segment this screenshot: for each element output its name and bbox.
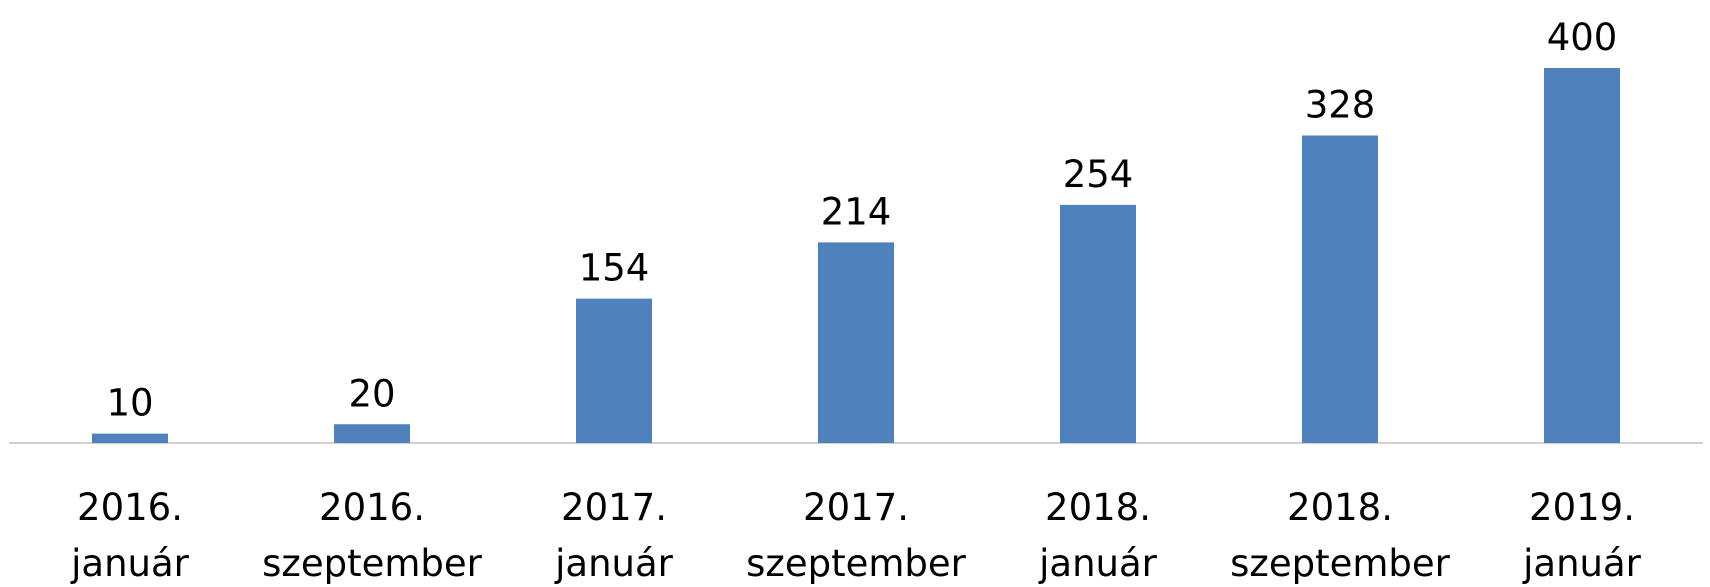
data-label: 20 bbox=[348, 372, 395, 415]
x-tick-label: 2019. január bbox=[1522, 486, 1642, 585]
bar bbox=[818, 242, 894, 443]
data-label: 254 bbox=[1063, 153, 1134, 196]
data-label: 10 bbox=[106, 382, 153, 425]
x-tick-label: 2016. január bbox=[70, 486, 190, 585]
x-tick-label: 2018. január bbox=[1038, 486, 1158, 585]
data-label: 214 bbox=[821, 190, 892, 233]
bar bbox=[92, 433, 168, 443]
x-tick-label: 2017. szeptember bbox=[746, 486, 967, 585]
data-label: 154 bbox=[579, 247, 650, 290]
bar bbox=[334, 424, 410, 443]
bar bbox=[576, 298, 652, 443]
bar bbox=[1302, 135, 1378, 443]
bar bbox=[1060, 204, 1136, 443]
bar bbox=[1544, 68, 1620, 443]
data-label: 328 bbox=[1305, 84, 1376, 127]
data-label: 400 bbox=[1547, 16, 1618, 59]
x-tick-label: 2018. szeptember bbox=[1230, 486, 1451, 585]
x-tick-label: 2017. január bbox=[554, 486, 674, 585]
x-tick-label: 2016. szeptember bbox=[262, 486, 483, 585]
